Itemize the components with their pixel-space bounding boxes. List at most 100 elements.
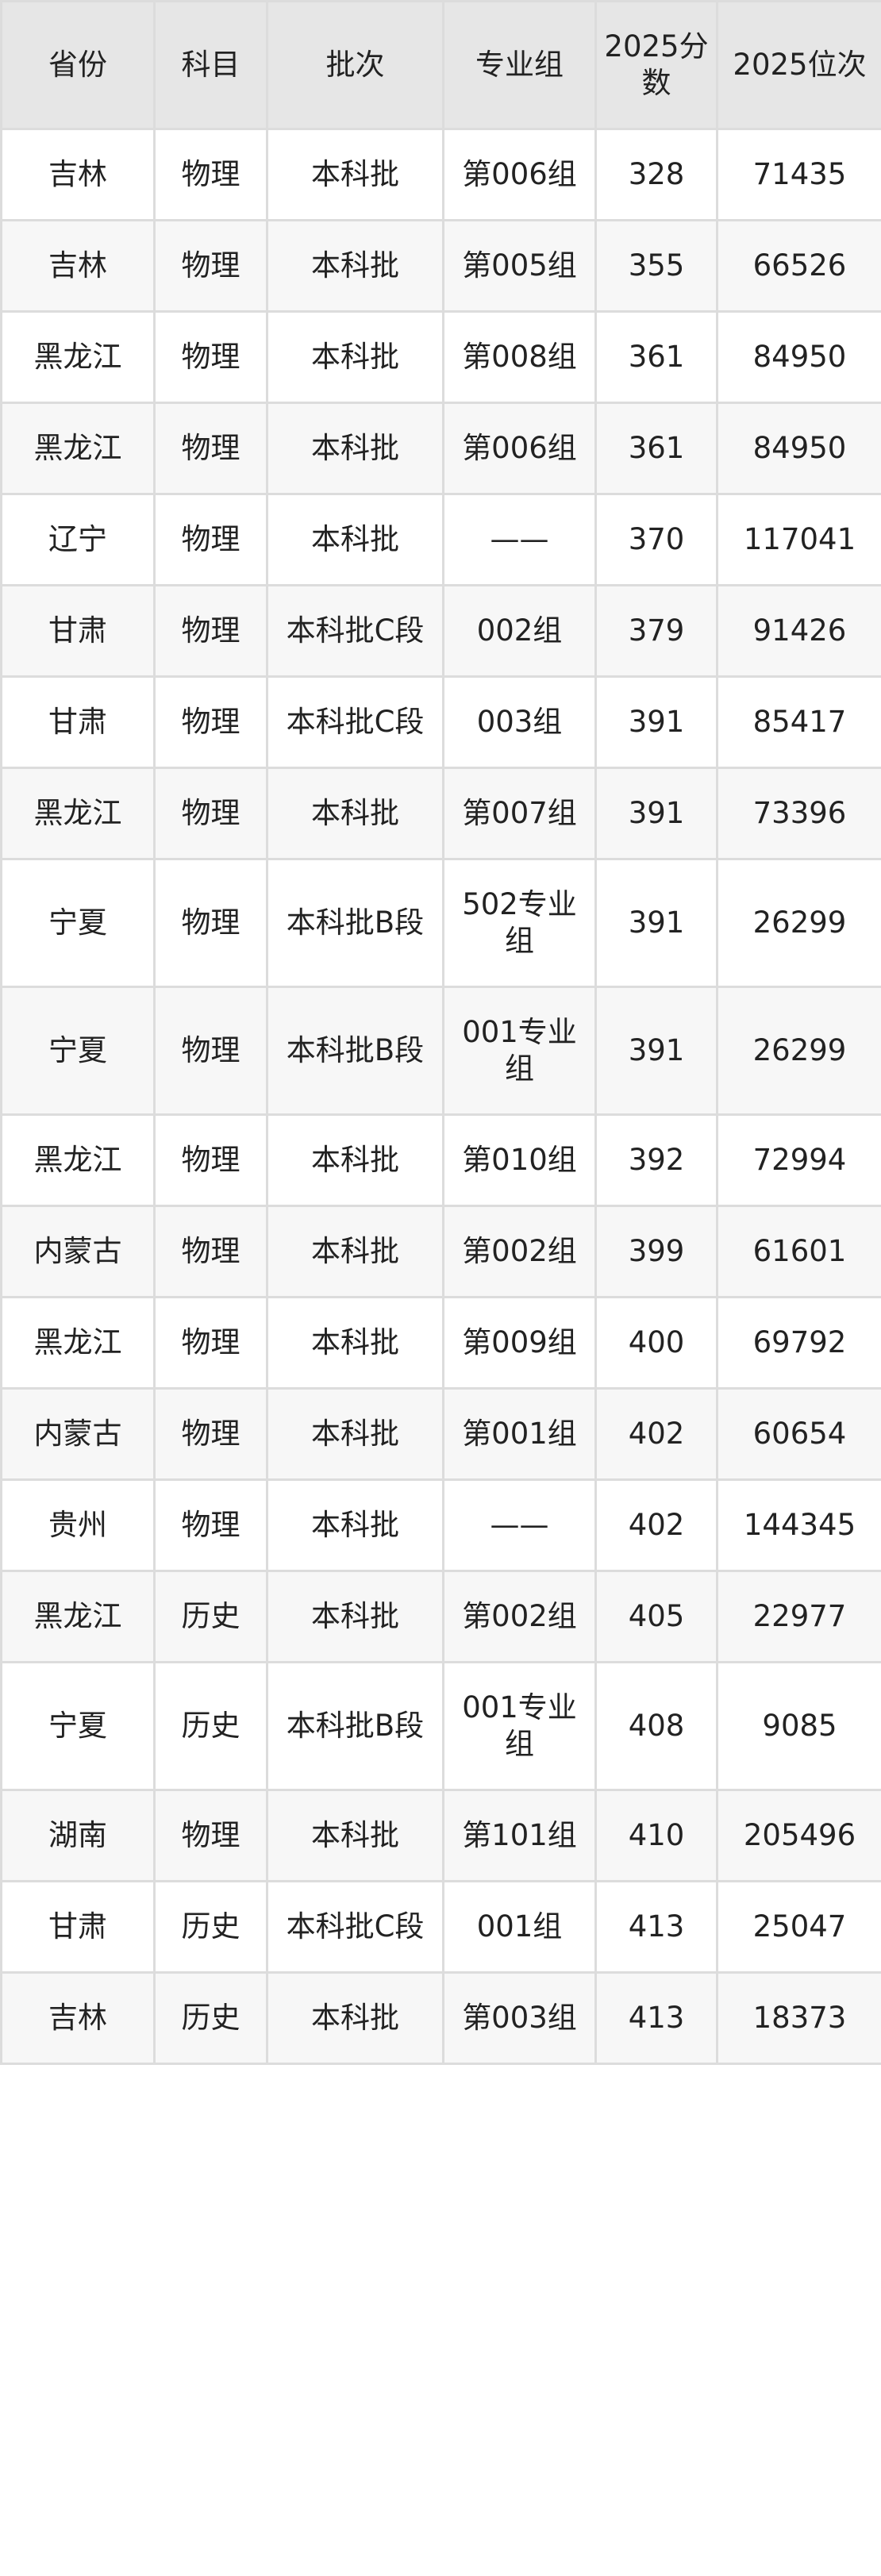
cell-score: 379 [594, 584, 718, 678]
cell-score: 405 [594, 1570, 718, 1663]
cell-rank: 85417 [716, 675, 881, 769]
header-major-group: 专业组 [442, 0, 597, 130]
cell-major-group: 第010组 [442, 1113, 597, 1207]
cell-province: 吉林 [0, 128, 156, 221]
cell-score: 410 [594, 1789, 718, 1882]
cell-batch: 本科批 [266, 767, 444, 860]
cell-province: 内蒙古 [0, 1387, 156, 1481]
cell-major-group: 第008组 [442, 310, 597, 404]
cell-score: 413 [594, 1880, 718, 1974]
cell-province: 宁夏 [0, 858, 156, 988]
cell-province: 甘肃 [0, 1880, 156, 1974]
cell-rank: 84950 [716, 402, 881, 495]
cell-province: 宁夏 [0, 986, 156, 1116]
cell-rank: 9085 [716, 1661, 881, 1791]
cell-province: 湖南 [0, 1789, 156, 1882]
cell-rank: 91426 [716, 584, 881, 678]
cell-major-group: 第009组 [442, 1296, 597, 1390]
cell-rank: 60654 [716, 1387, 881, 1481]
table-row: 黑龙江 物理 本科批 第010组 392 72994 [0, 1113, 881, 1207]
cell-province: 辽宁 [0, 493, 156, 586]
cell-score: 355 [594, 219, 718, 313]
cell-province: 贵州 [0, 1478, 156, 1572]
cell-subject: 物理 [153, 767, 268, 860]
cell-subject: 物理 [153, 858, 268, 988]
cell-major-group: 002组 [442, 584, 597, 678]
cell-major-group: 第101组 [442, 1789, 597, 1882]
table-row: 吉林 历史 本科批 第003组 413 18373 [0, 1971, 881, 2065]
cell-major-group: 第002组 [442, 1570, 597, 1663]
cell-batch: 本科批C段 [266, 1880, 444, 1974]
cell-batch: 本科批C段 [266, 584, 444, 678]
cell-major-group: —— [442, 1478, 597, 1572]
cell-major-group: 第003组 [442, 1971, 597, 2065]
header-rank: 2025位次 [716, 0, 881, 130]
cell-province: 黑龙江 [0, 1296, 156, 1390]
table-row: 甘肃 历史 本科批C段 001组 413 25047 [0, 1880, 881, 1974]
cell-rank: 61601 [716, 1205, 881, 1298]
cell-score: 370 [594, 493, 718, 586]
cell-major-group: 第005组 [442, 219, 597, 313]
cell-province: 黑龙江 [0, 402, 156, 495]
cell-batch: 本科批 [266, 1478, 444, 1572]
cell-province: 宁夏 [0, 1661, 156, 1791]
cell-major-group: 001专业组 [442, 986, 597, 1116]
cell-rank: 73396 [716, 767, 881, 860]
cell-subject: 物理 [153, 1296, 268, 1390]
cell-rank: 26299 [716, 986, 881, 1116]
cell-subject: 物理 [153, 675, 268, 769]
cell-batch: 本科批B段 [266, 858, 444, 988]
cell-subject: 物理 [153, 402, 268, 495]
cell-subject: 物理 [153, 1205, 268, 1298]
cell-subject: 物理 [153, 1789, 268, 1882]
cell-score: 391 [594, 767, 718, 860]
cell-score: 391 [594, 675, 718, 769]
cell-subject: 历史 [153, 1661, 268, 1791]
cell-batch: 本科批B段 [266, 1661, 444, 1791]
cell-batch: 本科批 [266, 1113, 444, 1207]
cell-batch: 本科批 [266, 219, 444, 313]
header-score: 2025分数 [594, 0, 718, 130]
cell-major-group: 第006组 [442, 128, 597, 221]
cell-batch: 本科批 [266, 1205, 444, 1298]
table-row: 湖南 物理 本科批 第101组 410 205496 [0, 1789, 881, 1882]
cell-major-group: 001专业组 [442, 1661, 597, 1791]
cell-rank: 69792 [716, 1296, 881, 1390]
cell-rank: 84950 [716, 310, 881, 404]
cell-province: 甘肃 [0, 675, 156, 769]
cell-province: 黑龙江 [0, 1570, 156, 1663]
cell-batch: 本科批 [266, 1570, 444, 1663]
cell-rank: 144345 [716, 1478, 881, 1572]
cell-subject: 历史 [153, 1971, 268, 2065]
cell-subject: 物理 [153, 1478, 268, 1572]
cell-province: 吉林 [0, 219, 156, 313]
cell-major-group: 001组 [442, 1880, 597, 1974]
cell-score: 402 [594, 1478, 718, 1572]
cell-subject: 物理 [153, 310, 268, 404]
cell-province: 黑龙江 [0, 310, 156, 404]
cell-rank: 25047 [716, 1880, 881, 1974]
cell-rank: 26299 [716, 858, 881, 988]
cell-province: 甘肃 [0, 584, 156, 678]
cell-score: 391 [594, 986, 718, 1116]
cell-score: 361 [594, 310, 718, 404]
cell-batch: 本科批 [266, 1296, 444, 1390]
header-batch: 批次 [266, 0, 444, 130]
cell-province: 内蒙古 [0, 1205, 156, 1298]
cell-score: 328 [594, 128, 718, 221]
table-header-row: 省份 科目 批次 专业组 2025分数 2025位次 [0, 0, 881, 130]
cell-subject: 物理 [153, 986, 268, 1116]
cell-batch: 本科批 [266, 1387, 444, 1481]
cell-subject: 物理 [153, 493, 268, 586]
cell-major-group: 502专业组 [442, 858, 597, 988]
cell-batch: 本科批 [266, 128, 444, 221]
cell-batch: 本科批 [266, 402, 444, 495]
cell-subject: 物理 [153, 128, 268, 221]
admission-score-table: 省份 科目 批次 专业组 2025分数 2025位次 吉林 物理 本科批 第006组 3… [0, 0, 881, 2065]
cell-major-group: 第001组 [442, 1387, 597, 1481]
cell-rank: 117041 [716, 493, 881, 586]
cell-score: 402 [594, 1387, 718, 1481]
cell-score: 361 [594, 402, 718, 495]
cell-subject: 历史 [153, 1570, 268, 1663]
table-row: 黑龙江 物理 本科批 第009组 400 69792 [0, 1296, 881, 1390]
